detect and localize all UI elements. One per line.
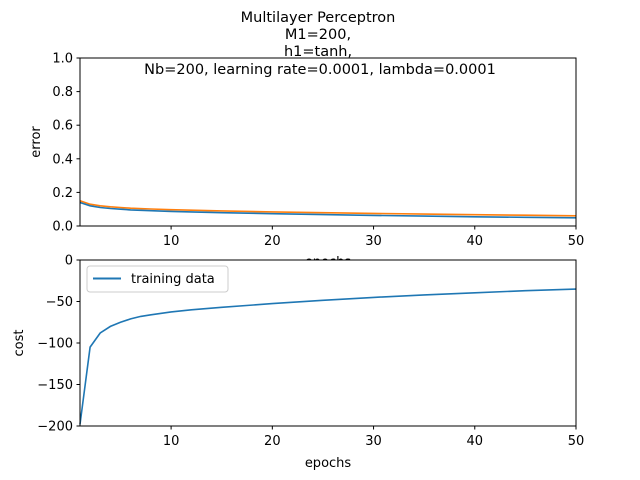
error-x-tick-label: 40 [467,234,484,249]
error-x-ticks: 10 20 30 40 50 [163,226,584,249]
error-y-ticks: 0.0 0.2 0.4 0.6 0.8 1.0 [52,52,80,235]
error-chart-lines [79,200,577,219]
cost-chart: 0−50−100−150−200 10 20 30 40 50 cost epochs … [12,254,584,472]
error-y-tick-label: 1.0 [52,52,73,67]
cost-y-ticks: 0 −50 −100 −150 −200 [37,254,80,435]
title-line-1: Multilayer Perceptron [241,10,396,26]
error-y-tick-label: 0.0 [52,220,73,235]
cost-y-tick-label: −150 [37,378,73,393]
error-x-tick-label: 20 [264,234,281,249]
cost-chart-lines [79,288,577,425]
legend: training data [86,265,229,293]
cost-series-training-data-line [79,288,577,425]
cost-x-tick-label: 50 [568,434,585,449]
error-y-tick-label: 0.4 [52,152,73,167]
title-line-3: h1=tanh, [284,44,352,60]
error-y-axis-label: error [29,126,44,158]
cost-x-tick-label: 40 [467,434,484,449]
cost-x-tick-label: 10 [163,434,180,449]
cost-y-tick-label: −100 [37,337,73,352]
legend-label-training-data: training data [131,272,215,287]
error-x-tick-label: 10 [163,234,180,249]
cost-x-ticks: 10 20 30 40 50 [163,426,584,449]
cost-y-tick-label: −50 [46,295,73,310]
cost-x-tick-label: 30 [365,434,382,449]
figure-title: Multilayer Perceptron M1=200, h1=tanh, N… [144,10,496,78]
cost-y-axis-label: cost [12,330,27,357]
cost-x-axis-label: epochs [305,456,352,471]
cost-y-tick-label: −200 [37,420,73,435]
error-x-tick-label: 50 [568,234,585,249]
error-series-1-line [79,201,577,219]
error-series-0-line [79,200,577,217]
cost-y-tick-label: 0 [65,254,73,269]
cost-x-tick-label: 20 [264,434,281,449]
legend-box [86,265,229,293]
title-line-4: Nb=200, learning rate=0.0001, lambda=0.0… [144,62,496,78]
title-line-2: M1=200, [285,27,351,43]
error-y-tick-label: 0.8 [52,85,73,100]
error-chart-frame [79,57,577,227]
error-y-tick-label: 0.2 [52,186,73,201]
error-y-tick-label: 0.6 [52,119,73,134]
error-x-tick-label: 30 [365,234,382,249]
